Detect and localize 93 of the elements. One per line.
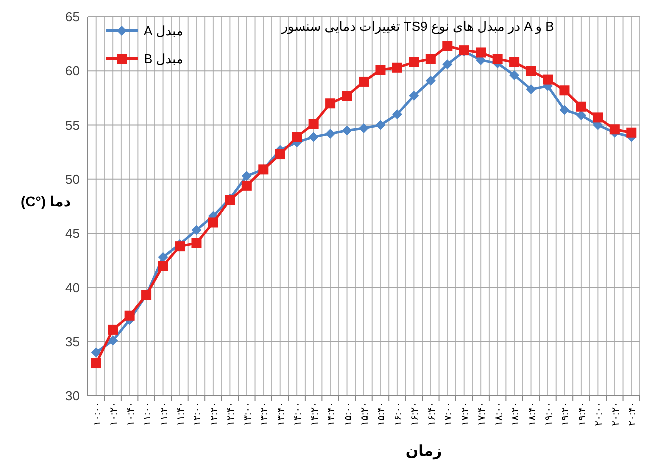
- x-tick-label: ۱۱:۰۰: [142, 402, 154, 426]
- point: [526, 66, 536, 76]
- y-tick-label: 65: [66, 10, 80, 25]
- x-tick-label: ۱۴:۲۰: [310, 402, 321, 426]
- x-tick-label: ۱۳:۲۰: [260, 402, 271, 426]
- x-tick-label: ۱۵:۴۰: [376, 402, 388, 426]
- x-tick-label: ۱۳:۰۰: [242, 402, 254, 426]
- point: [292, 132, 302, 142]
- point: [576, 110, 586, 121]
- point: [91, 348, 102, 358]
- point: [476, 48, 486, 58]
- point: [342, 91, 352, 102]
- x-tick-label: ۱۶:۲۰: [410, 402, 422, 426]
- x-tick-label: ۱۷:۰۰: [444, 402, 455, 426]
- x-tick-label: ۱۸:۰۰: [494, 402, 505, 426]
- point: [610, 124, 620, 135]
- point: [275, 150, 286, 160]
- point: [626, 128, 637, 138]
- point: [158, 261, 168, 272]
- point: [526, 84, 536, 95]
- x-tick-label: ۲۰:۴۰: [628, 402, 639, 426]
- point: [510, 70, 520, 80]
- legend-label: مبدل A: [144, 24, 184, 39]
- x-tick-label: ۱۰:۲۰: [109, 402, 120, 426]
- x-tick-label: ۱۰:۰۰: [92, 402, 104, 426]
- point: [108, 336, 118, 346]
- point: [409, 91, 420, 102]
- x-tick-label: ۱۴:۴۰: [326, 402, 338, 426]
- point: [175, 242, 185, 252]
- x-tick-label: ۱۶:۴۰: [426, 402, 438, 426]
- point: [308, 132, 319, 142]
- x-tick-label: ۱۸:۴۰: [527, 402, 538, 426]
- x-tick-label: ۲۰:۰۰: [594, 402, 606, 426]
- point: [543, 74, 553, 85]
- y-tick-label: 60: [66, 64, 80, 79]
- y-axis-title: دما (°C): [20, 194, 72, 210]
- point: [392, 109, 402, 120]
- point: [342, 126, 352, 136]
- point: [593, 112, 604, 123]
- x-tick-label: ۱۳:۴۰: [276, 402, 288, 426]
- y-tick-label: 30: [66, 388, 80, 404]
- point: [492, 54, 503, 64]
- x-tick-label: ۱۲:۴۰: [226, 402, 238, 426]
- x-tick-label: ۱۸:۲۰: [510, 402, 522, 426]
- x-tick-label: ۱۵:۲۰: [360, 402, 371, 426]
- x-tick-label: ۲۰:۲۰: [610, 402, 622, 426]
- chart-title: تغییرات دمایی سنسور TS9 در مبدل های نوع A و B: [280, 19, 554, 35]
- x-tick-label: ۱۰:۴۰: [126, 402, 137, 426]
- point: [426, 76, 436, 86]
- point: [242, 171, 252, 182]
- point: [359, 76, 369, 87]
- x-tick-label: ۱۹:۴۰: [577, 402, 588, 426]
- point: [442, 60, 453, 70]
- point: [392, 62, 402, 73]
- x-tick-label: ۱۴:۰۰: [293, 402, 304, 426]
- point: [376, 65, 386, 76]
- x-tick-label: ۱۲:۲۰: [209, 402, 220, 426]
- point: [359, 124, 369, 134]
- point: [326, 98, 336, 109]
- x-tick-label: ۱۹:۲۰: [560, 402, 572, 426]
- y-tick-label: 50: [66, 172, 80, 187]
- point: [242, 180, 252, 191]
- y-tick-label: 40: [66, 280, 80, 296]
- x-tick-label: ۱۱:۴۰: [176, 402, 187, 426]
- x-tick-label: ۱۷:۲۰: [460, 402, 472, 426]
- x-tick-label: ۱۵:۰۰: [343, 402, 354, 426]
- point: [91, 358, 102, 369]
- point: [308, 119, 319, 130]
- x-tick-label: ۱۶:۰۰: [393, 402, 404, 426]
- point: [560, 86, 570, 96]
- point: [192, 238, 202, 248]
- x-tick-label: ۱۹:۰۰: [544, 402, 555, 426]
- y-tick-label: 35: [66, 334, 80, 350]
- point: [158, 252, 168, 262]
- x-axis-title: زمان: [406, 443, 442, 460]
- point: [409, 57, 420, 68]
- point: [576, 102, 586, 112]
- y-tick-label: 45: [66, 226, 80, 242]
- x-tick-label: ۱۱:۲۰: [159, 402, 170, 426]
- point: [124, 310, 135, 321]
- x-tick-label: ۱۷:۴۰: [477, 402, 488, 426]
- point: [426, 54, 436, 64]
- point: [326, 128, 336, 139]
- point: [510, 57, 520, 68]
- point: [560, 105, 570, 116]
- y-tick-label: 55: [66, 118, 80, 133]
- point: [442, 41, 453, 52]
- point: [208, 218, 218, 228]
- legend-label: مبدل B: [144, 52, 184, 67]
- x-tick-label: ۱۲:۰۰: [192, 402, 204, 426]
- point: [376, 120, 386, 130]
- point: [192, 225, 202, 236]
- point: [108, 324, 118, 335]
